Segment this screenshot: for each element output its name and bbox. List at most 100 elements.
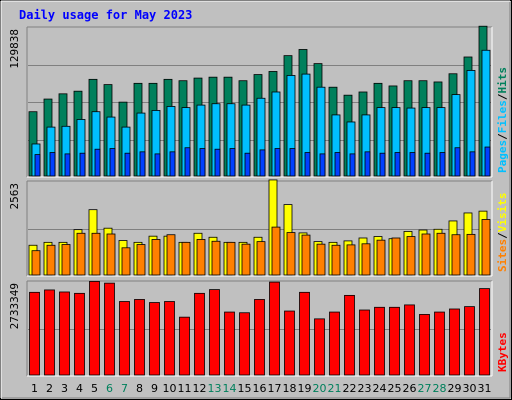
bar-kbytes-day-2 (44, 289, 55, 376)
bar-sites-day-11 (181, 241, 191, 276)
bar-kbytes-day-10 (164, 301, 175, 376)
bar-kbytes-day-5 (89, 281, 100, 376)
legend-entry-files: Files (496, 100, 509, 133)
chart-title: Daily usage for May 2023 (19, 8, 192, 22)
legend-entry-sites: Sites (496, 239, 509, 272)
x-tick-label-day-13: 13 (208, 382, 222, 395)
bar-kbytes-day-24 (374, 306, 385, 376)
x-tick-label-day-29: 29 (448, 382, 462, 395)
bar-sites-day-21 (331, 244, 341, 276)
x-tick-label-day-31: 31 (478, 382, 492, 395)
bar-sites-day-14 (226, 241, 236, 276)
bar-pages-day-28 (439, 152, 446, 177)
bar-sites-day-13 (211, 240, 221, 276)
bar-sites-day-12 (196, 239, 206, 276)
x-tick-label-day-4: 4 (76, 382, 83, 395)
bar-sites-day-26 (406, 236, 416, 276)
x-tick-label-day-25: 25 (388, 382, 402, 395)
x-tick-label-day-2: 2 (46, 382, 53, 395)
bar-sites-day-10 (166, 234, 176, 276)
bar-pages-day-2 (49, 152, 56, 177)
bar-pages-day-3 (64, 153, 71, 177)
bar-kbytes-day-27 (419, 314, 430, 376)
bar-kbytes-day-8 (134, 299, 145, 376)
legend-entry-separator: / (496, 232, 509, 239)
x-tick-label-day-30: 30 (463, 382, 477, 395)
bar-sites-day-17 (271, 226, 281, 276)
bars-hits-files-pages (28, 25, 491, 177)
bar-sites-day-20 (316, 243, 326, 276)
x-tick-label-day-20: 20 (313, 382, 327, 395)
x-tick-label-day-18: 18 (283, 382, 297, 395)
bar-kbytes-day-20 (314, 318, 325, 376)
bar-pages-day-16 (259, 149, 266, 177)
bar-pages-day-12 (199, 148, 206, 177)
bar-kbytes-day-28 (434, 311, 445, 376)
bar-kbytes-day-23 (359, 309, 370, 376)
panel-kbytes: 2733349 KBytes (8, 280, 509, 377)
bar-kbytes-day-4 (74, 292, 85, 376)
bar-sites-day-31 (481, 219, 491, 276)
x-tick-label-day-15: 15 (238, 382, 252, 395)
bar-sites-day-1 (31, 250, 41, 276)
y-max-label: 129838 (8, 29, 21, 69)
legend-entry-visits: Visits (496, 193, 509, 233)
bar-pages-day-13 (214, 148, 221, 177)
bar-pages-day-9 (154, 153, 161, 177)
bar-sites-day-15 (241, 243, 251, 276)
bar-sites-day-24 (376, 239, 386, 276)
x-tick-label-day-16: 16 (253, 382, 267, 395)
bar-pages-day-27 (424, 152, 431, 177)
bar-sites-day-29 (451, 234, 461, 276)
bar-sites-day-27 (421, 233, 431, 276)
x-tick-label-day-17: 17 (268, 382, 282, 395)
x-tick-label-day-11: 11 (178, 382, 192, 395)
bar-sites-day-6 (106, 233, 116, 276)
y-max-label: 2563 (8, 183, 21, 210)
bars-visits-sites (28, 179, 491, 276)
bar-kbytes-day-14 (224, 311, 235, 376)
bar-kbytes-day-22 (344, 294, 355, 376)
x-tick-label-day-27: 27 (418, 382, 432, 395)
x-tick-label-day-14: 14 (223, 382, 237, 395)
x-tick-label-day-10: 10 (163, 382, 177, 395)
bar-sites-day-9 (151, 239, 161, 276)
bar-sites-day-7 (121, 247, 131, 276)
y-max-label: 2733349 (8, 283, 21, 329)
bar-sites-day-28 (436, 232, 446, 276)
bar-pages-day-7 (124, 152, 131, 177)
bar-pages-day-23 (364, 151, 371, 177)
bar-pages-day-20 (319, 153, 326, 177)
x-tick-label-day-19: 19 (298, 382, 312, 395)
x-tick-label-day-21: 21 (328, 382, 342, 395)
bar-pages-day-31 (484, 146, 491, 177)
bar-pages-day-24 (379, 152, 386, 177)
bar-pages-day-4 (79, 152, 86, 177)
bar-kbytes-day-30 (464, 306, 475, 376)
bar-kbytes-day-19 (299, 291, 310, 376)
x-tick-label-day-23: 23 (358, 382, 372, 395)
bar-pages-day-26 (409, 152, 416, 177)
bar-pages-day-11 (184, 147, 191, 177)
bar-kbytes-day-29 (449, 308, 460, 376)
x-tick-label-day-6: 6 (106, 382, 113, 395)
bar-kbytes-day-12 (194, 292, 205, 376)
bar-sites-day-30 (466, 233, 476, 276)
bar-pages-day-15 (244, 152, 251, 177)
x-tick-label-day-1: 1 (31, 382, 38, 395)
x-tick-label-day-12: 12 (193, 382, 207, 395)
bar-pages-day-10 (169, 151, 176, 177)
bar-kbytes-day-17 (269, 281, 280, 376)
bar-pages-day-21 (334, 152, 341, 177)
chart-panels: 129838Pages/Files/Hits2563Sites/Visits27… (8, 25, 509, 377)
bar-kbytes-day-26 (404, 304, 415, 376)
bar-kbytes-day-13 (209, 289, 220, 376)
legend-entry-hits: Hits (496, 67, 509, 94)
bars-kbytes (29, 281, 490, 376)
bar-kbytes-day-11 (179, 316, 190, 376)
bar-kbytes-day-31 (479, 288, 490, 376)
bar-pages-day-6 (109, 148, 116, 177)
legend-entry-pages: Pages (496, 140, 509, 173)
